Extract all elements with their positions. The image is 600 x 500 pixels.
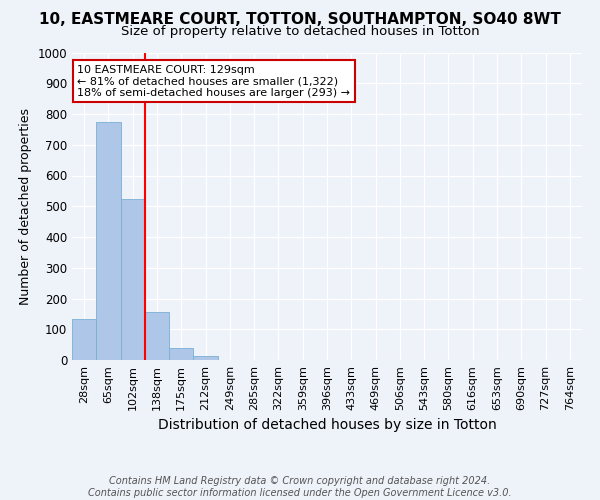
Text: 10, EASTMEARE COURT, TOTTON, SOUTHAMPTON, SO40 8WT: 10, EASTMEARE COURT, TOTTON, SOUTHAMPTON… — [39, 12, 561, 28]
Text: 10 EASTMEARE COURT: 129sqm
← 81% of detached houses are smaller (1,322)
18% of s: 10 EASTMEARE COURT: 129sqm ← 81% of deta… — [77, 65, 350, 98]
Bar — [193, 356, 218, 360]
Text: Size of property relative to detached houses in Totton: Size of property relative to detached ho… — [121, 25, 479, 38]
Y-axis label: Number of detached properties: Number of detached properties — [19, 108, 32, 304]
Bar — [169, 348, 193, 360]
Bar — [121, 198, 145, 360]
Bar — [96, 122, 121, 360]
Text: Contains HM Land Registry data © Crown copyright and database right 2024.
Contai: Contains HM Land Registry data © Crown c… — [88, 476, 512, 498]
X-axis label: Distribution of detached houses by size in Totton: Distribution of detached houses by size … — [158, 418, 496, 432]
Bar — [72, 319, 96, 360]
Bar — [145, 312, 169, 360]
